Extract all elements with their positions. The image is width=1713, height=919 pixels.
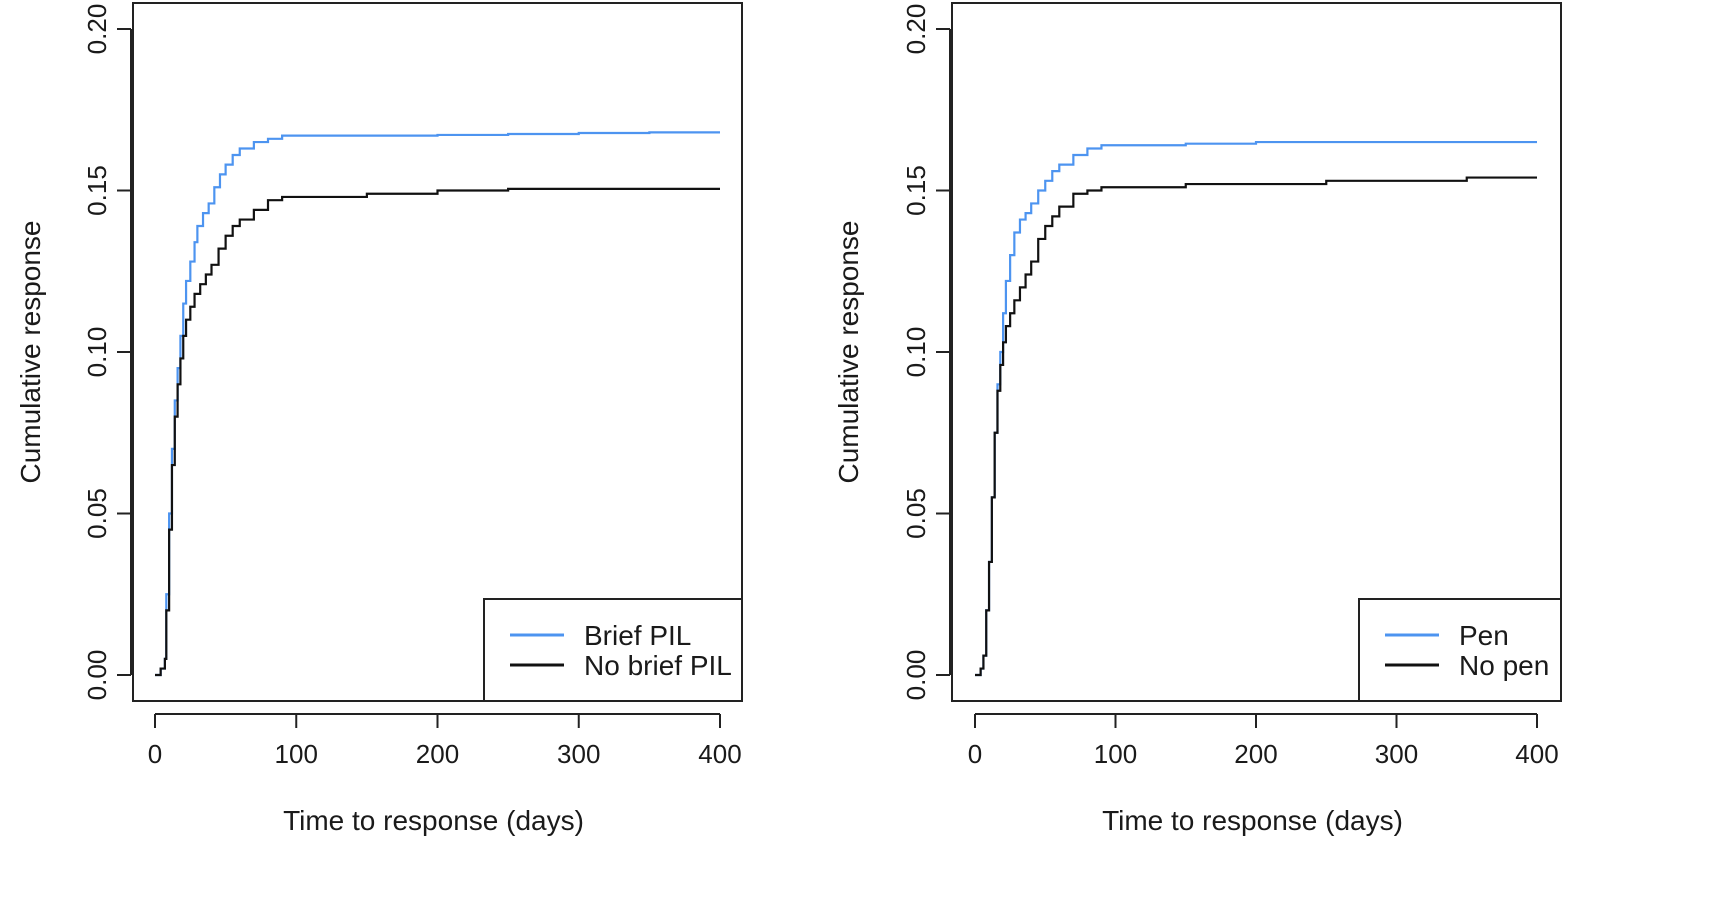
series-line-2 — [975, 176, 1537, 677]
y-tick-label: 0.05 — [901, 488, 931, 539]
y-tick-label: 0.15 — [82, 165, 112, 216]
x-tick-label: 100 — [1094, 739, 1137, 769]
x-tick-label: 400 — [698, 739, 741, 769]
y-axis-title: Cumulative response — [15, 220, 46, 483]
y-tick-label: 0.00 — [901, 650, 931, 701]
y-tick-label: 0.10 — [901, 327, 931, 378]
y-tick-label: 0.10 — [82, 327, 112, 378]
legend-label: No brief PIL — [584, 650, 732, 681]
y-tick-label: 0.20 — [901, 4, 931, 55]
x-axis-title: Time to response (days) — [283, 805, 584, 836]
x-tick-label: 400 — [1515, 739, 1558, 769]
x-tick-label: 200 — [416, 739, 459, 769]
series-line-1 — [155, 131, 720, 677]
y-tick-label: 0.00 — [82, 650, 112, 701]
x-tick-label: 0 — [968, 739, 982, 769]
x-tick-label: 200 — [1234, 739, 1277, 769]
series-line-1 — [975, 140, 1537, 677]
plot-frame — [951, 2, 1562, 702]
x-tick-label: 100 — [275, 739, 318, 769]
series-line-2 — [155, 187, 720, 677]
legend-box — [1358, 598, 1562, 702]
x-axis-title: Time to response (days) — [1102, 805, 1403, 836]
plot-frame — [132, 2, 743, 702]
y-axis-title: Cumulative response — [833, 220, 864, 483]
legend-label: Pen — [1459, 620, 1509, 651]
legend-box — [483, 598, 743, 702]
y-tick-label: 0.05 — [82, 488, 112, 539]
chart-panel-2: 0 100 200 300 400 0.00 0.05 0.10 0.15 0.20 Time to… — [833, 2, 1562, 836]
x-tick-label: 300 — [1375, 739, 1418, 769]
legend-label: No pen — [1459, 650, 1549, 681]
x-tick-label: 300 — [557, 739, 600, 769]
x-tick-label: 0 — [148, 739, 162, 769]
legend-label: Brief PIL — [584, 620, 691, 651]
chart-panel-1: 0 100 200 300 400 0.00 0.05 0.10 0.15 0.20 Time to… — [15, 2, 743, 836]
y-tick-label: 0.20 — [82, 4, 112, 55]
y-tick-label: 0.15 — [901, 165, 931, 216]
